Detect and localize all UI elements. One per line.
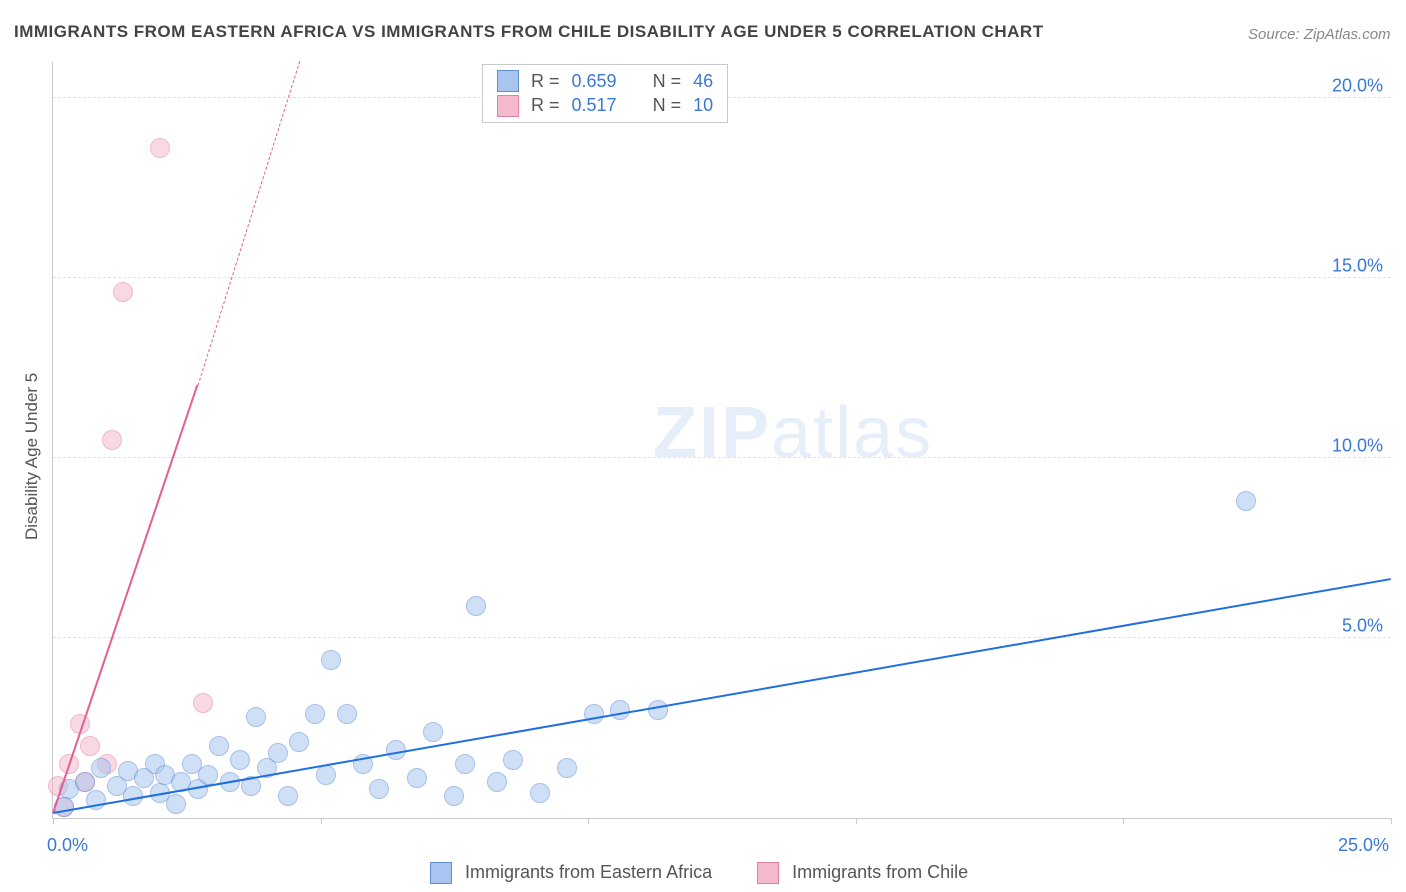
x-tick (321, 818, 322, 824)
swatch-chile (757, 862, 779, 884)
x-tick (1123, 818, 1124, 824)
n-label: N = (647, 69, 688, 93)
data-point (198, 765, 218, 785)
swatch-eastern-africa (430, 862, 452, 884)
y-tick-label: 20.0% (1332, 76, 1383, 97)
data-point (209, 736, 229, 756)
source-attribution: Source: ZipAtlas.com (1248, 26, 1391, 43)
x-tick (53, 818, 54, 824)
data-point (487, 772, 507, 792)
data-point (386, 740, 406, 760)
correlation-legend: R = 0.659 N = 46 R = 0.517 N = 10 (482, 64, 728, 123)
gridline (53, 457, 1391, 458)
data-point (337, 704, 357, 724)
data-point (648, 700, 668, 720)
legend-row-eastern-africa: R = 0.659 N = 46 (491, 69, 719, 93)
x-tick (1391, 818, 1392, 824)
r-label: R = (525, 93, 566, 117)
n-label: N = (647, 93, 688, 117)
data-point (466, 596, 486, 616)
swatch-chile (497, 95, 519, 117)
data-point (289, 732, 309, 752)
legend-label-ea: Immigrants from Eastern Africa (465, 862, 712, 882)
data-point (75, 772, 95, 792)
legend-label-ch: Immigrants from Chile (792, 862, 968, 882)
watermark: ZIPatlas (653, 392, 933, 474)
r-value-ch: 0.517 (566, 93, 623, 117)
x-tick-label: 25.0% (1338, 835, 1389, 856)
y-tick-label: 10.0% (1332, 436, 1383, 457)
data-point (91, 758, 111, 778)
chart-title: IMMIGRANTS FROM EASTERN AFRICA VS IMMIGR… (14, 22, 1044, 42)
data-point (557, 758, 577, 778)
data-point (455, 754, 475, 774)
data-point (444, 786, 464, 806)
x-tick (856, 818, 857, 824)
data-point (407, 768, 427, 788)
data-point (530, 783, 550, 803)
data-point (150, 138, 170, 158)
gridline (53, 277, 1391, 278)
y-tick-label: 15.0% (1332, 256, 1383, 277)
data-point (193, 693, 213, 713)
swatch-eastern-africa (497, 70, 519, 92)
data-point (1236, 491, 1256, 511)
data-point (166, 794, 186, 814)
r-label: R = (525, 69, 566, 93)
data-point (246, 707, 266, 727)
data-point (80, 736, 100, 756)
data-point (369, 779, 389, 799)
series-legend: Immigrants from Eastern Africa Immigrant… (430, 862, 1008, 884)
data-point (278, 786, 298, 806)
data-point (113, 282, 133, 302)
y-axis-title: Disability Age Under 5 (22, 373, 42, 540)
plot-area: ZIPatlas 5.0%10.0%15.0%20.0%0.0%25.0% (52, 62, 1391, 819)
watermark-atlas: atlas (771, 393, 933, 473)
r-value-ea: 0.659 (566, 69, 623, 93)
legend-row-chile: R = 0.517 N = 10 (491, 93, 719, 117)
data-point (610, 700, 630, 720)
n-value-ch: 10 (687, 93, 719, 117)
data-point (268, 743, 288, 763)
data-point (321, 650, 341, 670)
y-tick-label: 5.0% (1342, 616, 1383, 637)
data-point (503, 750, 523, 770)
trend-line (52, 385, 198, 814)
data-point (316, 765, 336, 785)
legend-item-chile: Immigrants from Chile (757, 862, 968, 882)
data-point (305, 704, 325, 724)
watermark-zip: ZIP (653, 393, 771, 473)
x-tick (588, 818, 589, 824)
data-point (102, 430, 122, 450)
trend-line (197, 61, 300, 385)
legend-item-eastern-africa: Immigrants from Eastern Africa (430, 862, 717, 882)
data-point (423, 722, 443, 742)
data-point (230, 750, 250, 770)
x-tick-label: 0.0% (47, 835, 88, 856)
gridline (53, 637, 1391, 638)
n-value-ea: 46 (687, 69, 719, 93)
